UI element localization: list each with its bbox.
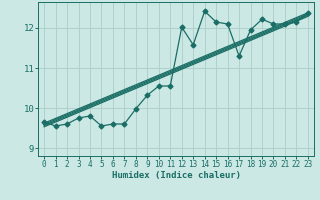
X-axis label: Humidex (Indice chaleur): Humidex (Indice chaleur) xyxy=(111,171,241,180)
